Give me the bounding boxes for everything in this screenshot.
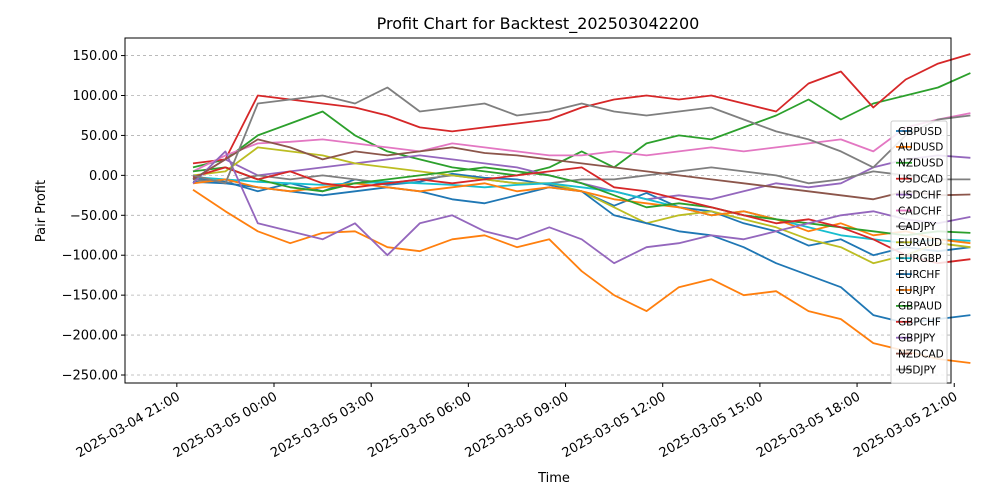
series-line-usdjpy — [192, 86, 971, 185]
series-line-eurgbp — [192, 176, 971, 245]
y-tick-label: −150.00 — [62, 289, 118, 304]
series-line-gbpchf — [192, 166, 971, 265]
legend-label: NZDUSD — [898, 158, 944, 170]
legend-label: USDCHF — [898, 189, 942, 201]
legend-label: GBPUSD — [898, 126, 942, 138]
legend-label: GBPJPY — [898, 333, 936, 345]
y-tick-label: −50.00 — [70, 209, 118, 224]
legend-label: USDCAD — [898, 174, 943, 186]
series-line-cadjpy — [192, 166, 971, 185]
series-lines — [192, 53, 971, 364]
y-tick-label: 150.00 — [73, 49, 119, 64]
chart-title: Profit Chart for Backtest_202503042200 — [377, 14, 700, 34]
series-line-eurjpy — [192, 178, 971, 245]
y-tick-label: −250.00 — [62, 369, 118, 384]
y-tick-label: 100.00 — [73, 89, 119, 104]
y-tick-label: 0.00 — [89, 169, 118, 184]
y-tick-label: −100.00 — [62, 249, 118, 264]
legend-label: NZDCAD — [898, 348, 944, 360]
legend-label: CADJPY — [898, 221, 937, 233]
x-axis-title: Time — [537, 471, 570, 486]
legend-label: EURCHF — [898, 269, 940, 281]
legend-label: EURGBP — [898, 253, 941, 265]
series-line-cadchf — [192, 112, 971, 173]
legend: GBPUSD AUDUSD NZDUSD USDCAD USDCHF CADCHF CADJ… — [890, 120, 948, 384]
series-line-audusd — [192, 188, 971, 364]
legend-label: GBPCHF — [898, 317, 941, 329]
plot-frame — [124, 37, 952, 384]
legend-label: USDJPY — [898, 364, 937, 376]
legend-label: EURAUD — [898, 237, 942, 249]
y-tick-label: −200.00 — [62, 329, 118, 344]
series-line-usdcad — [192, 53, 971, 165]
series-line-nzdusd — [192, 72, 971, 177]
legend-label: EURJPY — [898, 285, 936, 297]
legend-label: CADCHF — [898, 205, 942, 217]
y-axis-title: Pair Profit — [34, 180, 49, 242]
y-tick-label: 50.00 — [81, 129, 118, 144]
legend-label: AUDUSD — [898, 142, 943, 154]
legend-box — [890, 120, 948, 384]
series-line-nzdcad — [192, 138, 971, 201]
y-axis-ticks: 150.00 100.00 50.00 0.00 −50.00 −100.00 −150.0… — [62, 49, 125, 384]
series-line-gbpjpy — [192, 150, 971, 265]
legend-label: GBPAUD — [898, 301, 942, 313]
